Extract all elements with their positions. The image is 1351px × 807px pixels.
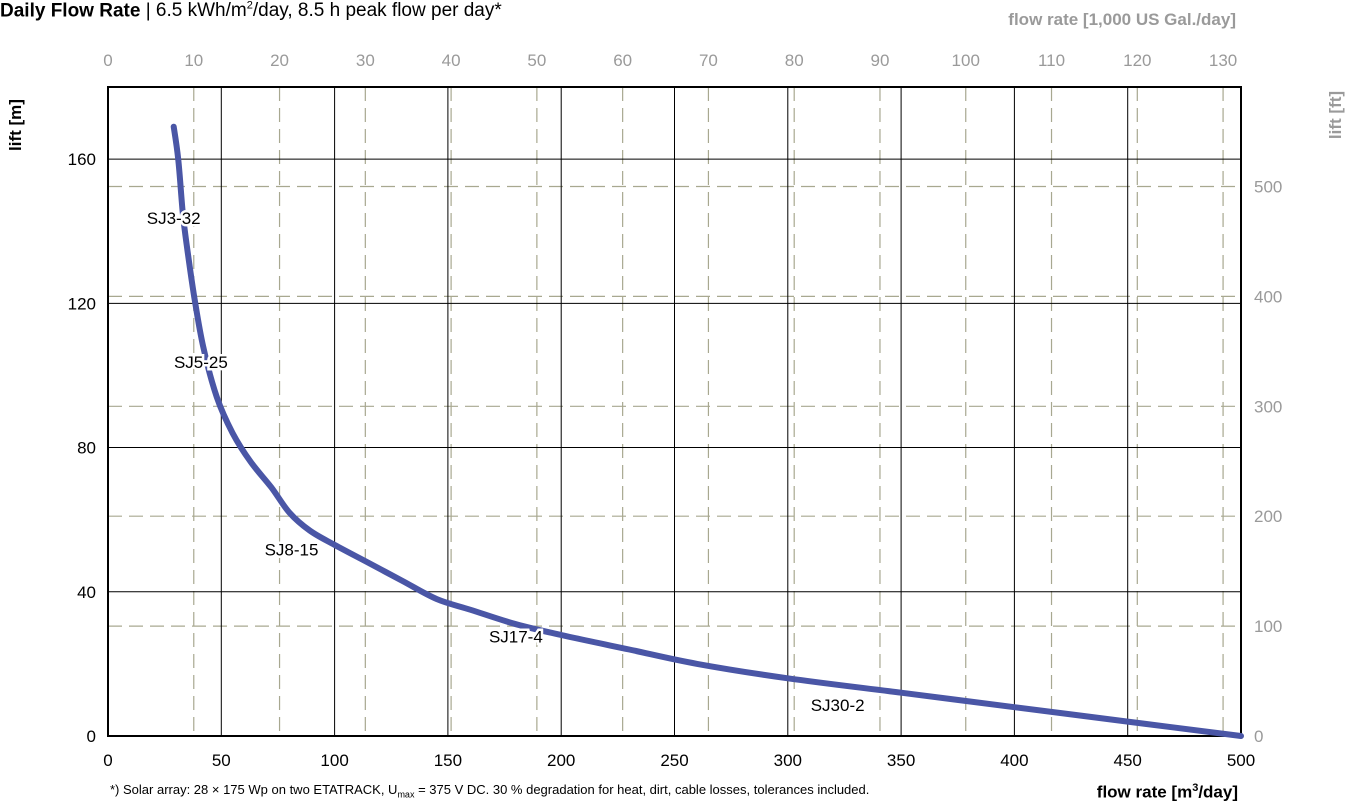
- bottom-axis-title-pre: flow rate [m: [1096, 782, 1193, 802]
- y-tick-label: 120: [68, 294, 96, 313]
- footnote-pre: *) Solar array: 28 × 175 Wp on two ETATR…: [110, 782, 398, 797]
- x-tick-label: 150: [434, 751, 462, 770]
- y-tick-label: 0: [87, 727, 96, 746]
- y-tick-label: 80: [77, 439, 96, 458]
- footnote-post: = 375 V DC. 30 % degradation for heat, d…: [414, 782, 870, 797]
- footnote-sub: max: [397, 789, 415, 800]
- bottom-axis-title-sup: 3: [1192, 782, 1199, 794]
- x2-tick-label: 20: [270, 51, 289, 70]
- x-tick-label: 250: [660, 751, 688, 770]
- pump-label: SJ30-2: [811, 696, 865, 715]
- y2-tick-label: 300: [1254, 397, 1282, 416]
- chart-title-subtitle: 6.5 kWh/m2/day, 8.5 h peak flow per day*: [156, 0, 502, 21]
- y2-tick-label: 400: [1254, 287, 1282, 306]
- pump-label: SJ17-4: [489, 627, 543, 646]
- pump-label: SJ3-32: [147, 209, 201, 228]
- x-tick-label: 350: [887, 751, 915, 770]
- x2-tick-label: 130: [1209, 51, 1237, 70]
- y-tick-label: 160: [68, 150, 96, 169]
- x2-tick-label: 90: [871, 51, 890, 70]
- x2-tick-label: 60: [613, 51, 632, 70]
- x-tick-label: 300: [774, 751, 802, 770]
- x2-tick-label: 10: [184, 51, 203, 70]
- chart-title: Daily Flow Rate | 6.5 kWh/m2/day, 8.5 h …: [0, 0, 502, 22]
- y-tick-label: 40: [77, 583, 96, 602]
- x2-tick-label: 120: [1123, 51, 1151, 70]
- x-tick-label: 500: [1227, 751, 1255, 770]
- chart-title-separator: |: [140, 0, 156, 22]
- x-tick-label: 0: [103, 751, 112, 770]
- x-tick-label: 450: [1114, 751, 1142, 770]
- x-tick-label: 200: [547, 751, 575, 770]
- x2-tick-label: 80: [785, 51, 804, 70]
- x2-tick-label: 70: [699, 51, 718, 70]
- x-tick-label: 50: [212, 751, 231, 770]
- x2-tick-label: 100: [952, 51, 980, 70]
- x2-tick-label: 30: [356, 51, 375, 70]
- plot-frame: [107, 86, 1242, 737]
- x2-tick-label: 110: [1038, 51, 1065, 70]
- pump-label: SJ8-15: [265, 541, 319, 560]
- top-axis-title: flow rate [1,000 US Gal./day]: [1008, 10, 1236, 29]
- x2-tick-label: 50: [527, 51, 546, 70]
- x-tick-label: 400: [1000, 751, 1028, 770]
- y2-tick-label: 100: [1254, 617, 1282, 636]
- chart-title-subtitle-sup: 2: [246, 0, 253, 12]
- chart-title-subtitle-post: /day, 8.5 h peak flow per day*: [252, 0, 502, 22]
- x-tick-label: 100: [320, 751, 348, 770]
- chart-title-subtitle-pre: 6.5 kWh/m: [155, 0, 247, 22]
- x2-tick-label: 40: [442, 51, 461, 70]
- chart-title-bold: Daily Flow Rate: [0, 0, 141, 22]
- y2-tick-label: 200: [1254, 507, 1282, 526]
- bottom-axis-title-post: /day]: [1198, 782, 1238, 802]
- footnote: *) Solar array: 28 × 175 Wp on two ETATR…: [110, 782, 869, 800]
- x2-tick-label: 0: [103, 51, 112, 70]
- bottom-axis-title: flow rate [m3/day]: [1097, 782, 1238, 803]
- flow-rate-curve: [170, 123, 1244, 739]
- y2-tick-label: 0: [1254, 727, 1263, 746]
- y2-tick-label: 500: [1254, 178, 1282, 197]
- pump-label: SJ5-25: [174, 353, 228, 372]
